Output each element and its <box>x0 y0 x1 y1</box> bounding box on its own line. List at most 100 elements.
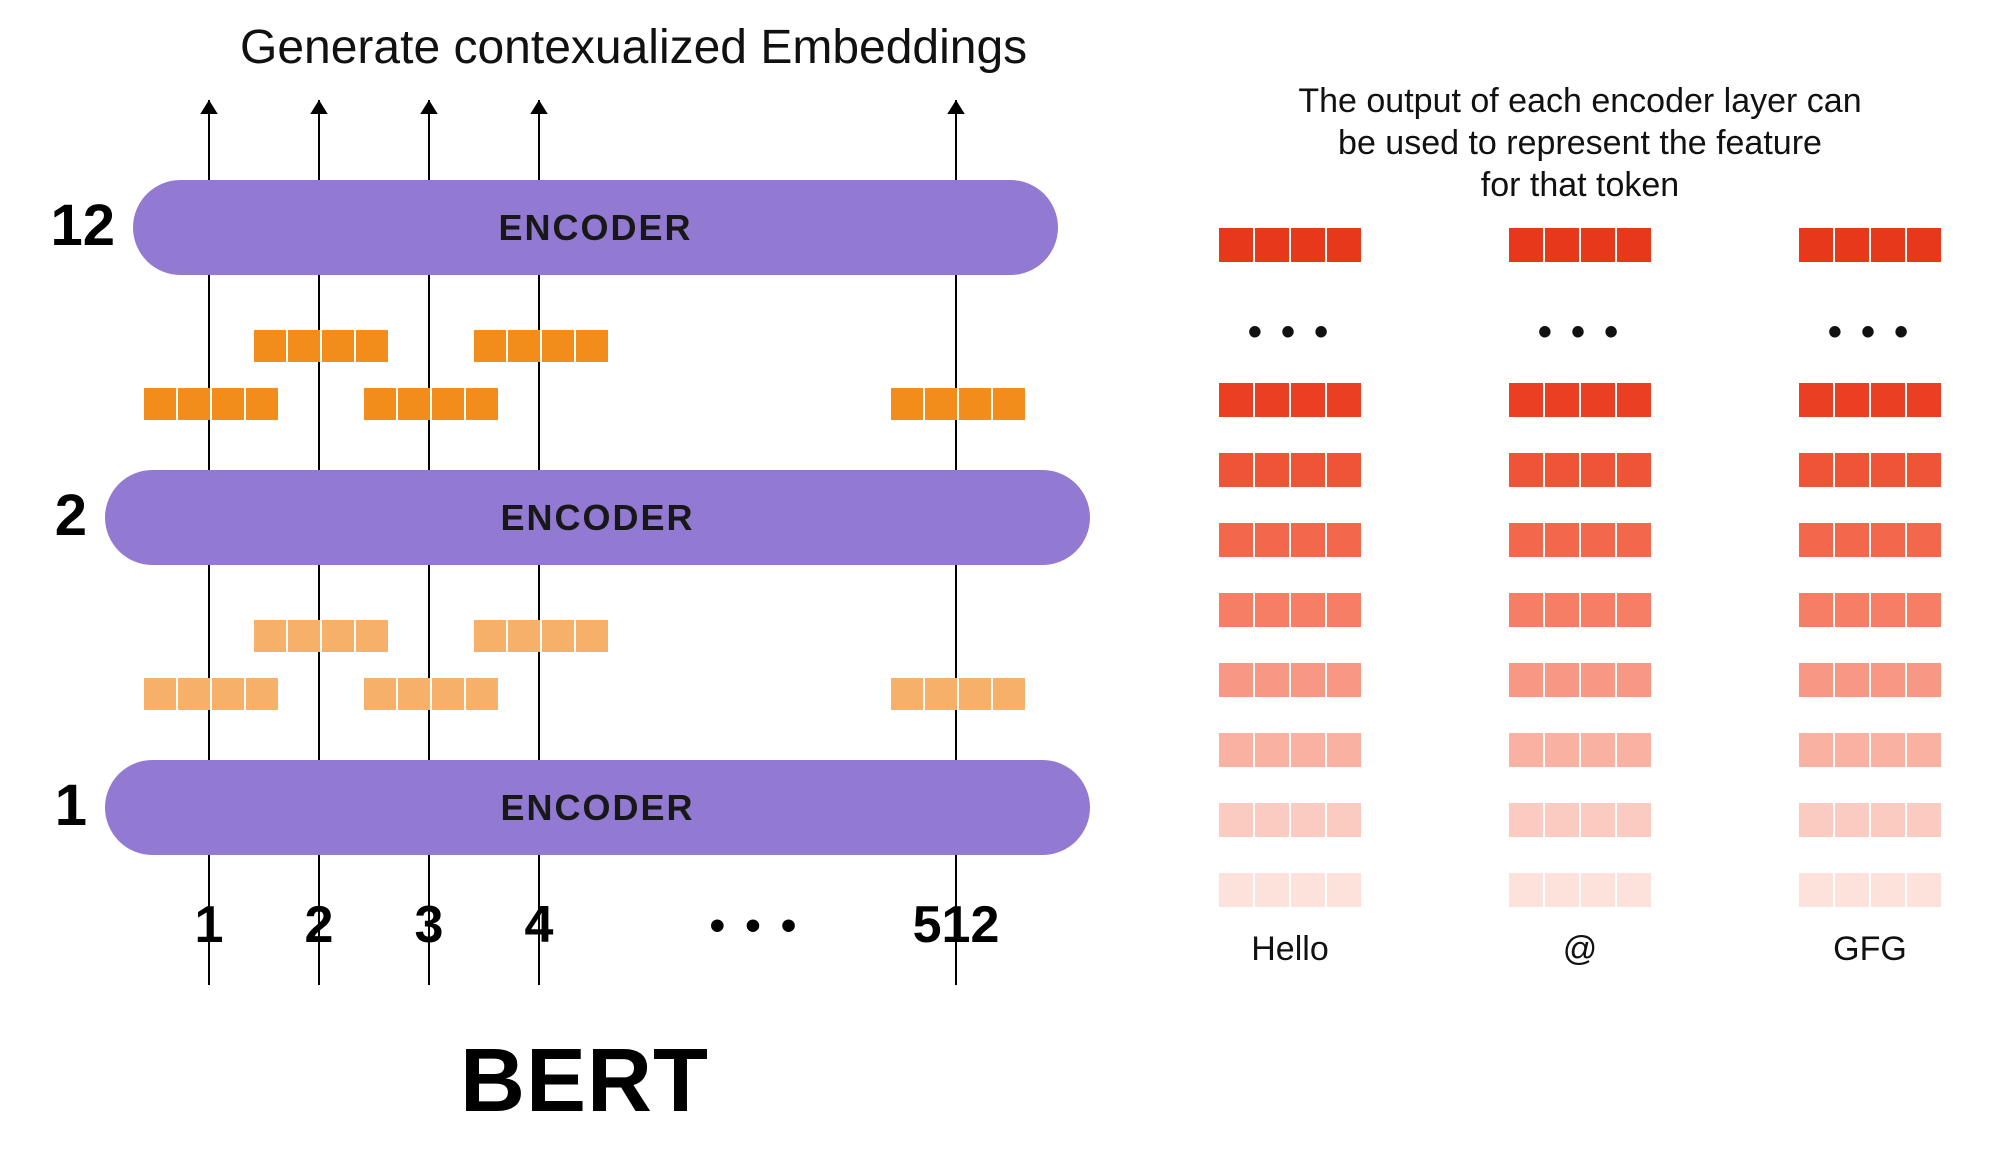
embedding-cell <box>356 330 388 362</box>
feature-cell <box>1907 733 1941 767</box>
encoder-label: ENCODER <box>500 787 694 829</box>
feature-cell <box>1219 383 1253 417</box>
feature-cell <box>1835 873 1869 907</box>
feature-cell <box>1871 523 1905 557</box>
feature-cell <box>1835 228 1869 262</box>
input-position-label-3: 3 <box>369 895 489 955</box>
embedding-cell <box>542 330 574 362</box>
embedding-cell <box>925 388 957 420</box>
feature-cell <box>1545 803 1579 837</box>
embedding-cell <box>398 388 430 420</box>
model-name-label: BERT <box>460 1030 709 1133</box>
embedding-cell <box>993 678 1025 710</box>
feature-cell <box>1617 873 1651 907</box>
feature-cell <box>1291 873 1325 907</box>
feature-cell <box>1219 523 1253 557</box>
feature-row-2-col-0 <box>1219 383 1361 417</box>
embedding-cell <box>474 620 506 652</box>
feature-cell <box>1327 228 1361 262</box>
encoder-label: ENCODER <box>498 207 692 249</box>
feature-cell <box>1545 228 1579 262</box>
feature-row-0-col-2 <box>1799 228 1941 262</box>
feature-cell <box>1291 453 1325 487</box>
right-title-line: be used to represent the feature <box>1200 122 1960 164</box>
embedding-cell <box>288 330 320 362</box>
feature-ellipsis-col0: • • • <box>1210 310 1370 355</box>
feature-cell <box>1219 733 1253 767</box>
feature-cell <box>1871 383 1905 417</box>
right-title-line: for that token <box>1200 164 1960 206</box>
feature-cell <box>1327 383 1361 417</box>
feature-cell <box>1871 663 1905 697</box>
feature-cell <box>1581 873 1615 907</box>
feature-row-6-col-1 <box>1509 663 1651 697</box>
feature-cell <box>1907 803 1941 837</box>
embedding-cell <box>466 678 498 710</box>
embedding-cell <box>144 388 176 420</box>
input-position-ellipsis: • • • <box>675 901 835 951</box>
feature-row-5-col-2 <box>1799 593 1941 627</box>
embedding-cell <box>254 330 286 362</box>
right-title-line: The output of each encoder layer can <box>1200 80 1960 122</box>
feature-cell <box>1255 593 1289 627</box>
feature-cell <box>1545 593 1579 627</box>
feature-cell <box>1799 523 1833 557</box>
feature-cell <box>1291 383 1325 417</box>
feature-cell <box>1617 453 1651 487</box>
feature-cell <box>1907 523 1941 557</box>
feature-cell <box>1907 593 1941 627</box>
feature-row-4-col-0 <box>1219 523 1361 557</box>
token-label-GFG: GFG <box>1770 930 1970 969</box>
feature-cell <box>1255 383 1289 417</box>
embedding-cells-row1-g3 <box>474 620 608 652</box>
feature-cell <box>1509 228 1543 262</box>
embedding-cell <box>959 388 991 420</box>
feature-cell <box>1799 803 1833 837</box>
feature-row-2-col-1 <box>1509 383 1651 417</box>
embedding-cell <box>364 388 396 420</box>
feature-cell <box>1835 733 1869 767</box>
feature-cell <box>1255 663 1289 697</box>
feature-cell <box>1871 228 1905 262</box>
feature-cell <box>1509 733 1543 767</box>
feature-cell <box>1581 663 1615 697</box>
token-label-Hello: Hello <box>1190 930 1390 969</box>
input-position-label-1: 1 <box>149 895 269 955</box>
feature-row-9-col-0 <box>1219 873 1361 907</box>
embedding-cells-row1-g1 <box>254 620 388 652</box>
feature-cell <box>1509 873 1543 907</box>
embedding-cell <box>246 388 278 420</box>
feature-cell <box>1871 453 1905 487</box>
feature-cell <box>1617 523 1651 557</box>
encoder-block-layer-1: ENCODER <box>105 760 1090 855</box>
feature-cell <box>1907 228 1941 262</box>
feature-cell <box>1799 733 1833 767</box>
feature-cell <box>1871 803 1905 837</box>
feature-cell <box>1799 593 1833 627</box>
embedding-cell <box>891 678 923 710</box>
embedding-cell <box>508 620 540 652</box>
feature-row-3-col-0 <box>1219 453 1361 487</box>
feature-cell <box>1327 453 1361 487</box>
feature-cell <box>1835 663 1869 697</box>
feature-cell <box>1581 383 1615 417</box>
embedding-cells-row1-g0 <box>144 678 278 710</box>
feature-cell <box>1907 663 1941 697</box>
embedding-cell <box>925 678 957 710</box>
feature-cell <box>1799 873 1833 907</box>
embedding-cell <box>432 678 464 710</box>
embedding-cell <box>322 620 354 652</box>
feature-cell <box>1835 803 1869 837</box>
feature-cell <box>1509 523 1543 557</box>
feature-row-3-col-2 <box>1799 453 1941 487</box>
feature-row-8-col-0 <box>1219 803 1361 837</box>
feature-cell <box>1509 383 1543 417</box>
encoder-layer-index-12: 12 <box>0 192 115 259</box>
embedding-cell <box>356 620 388 652</box>
feature-cell <box>1327 873 1361 907</box>
feature-cell <box>1581 453 1615 487</box>
feature-cell <box>1291 803 1325 837</box>
feature-cell <box>1255 228 1289 262</box>
feature-cell <box>1871 733 1905 767</box>
feature-cell <box>1327 733 1361 767</box>
